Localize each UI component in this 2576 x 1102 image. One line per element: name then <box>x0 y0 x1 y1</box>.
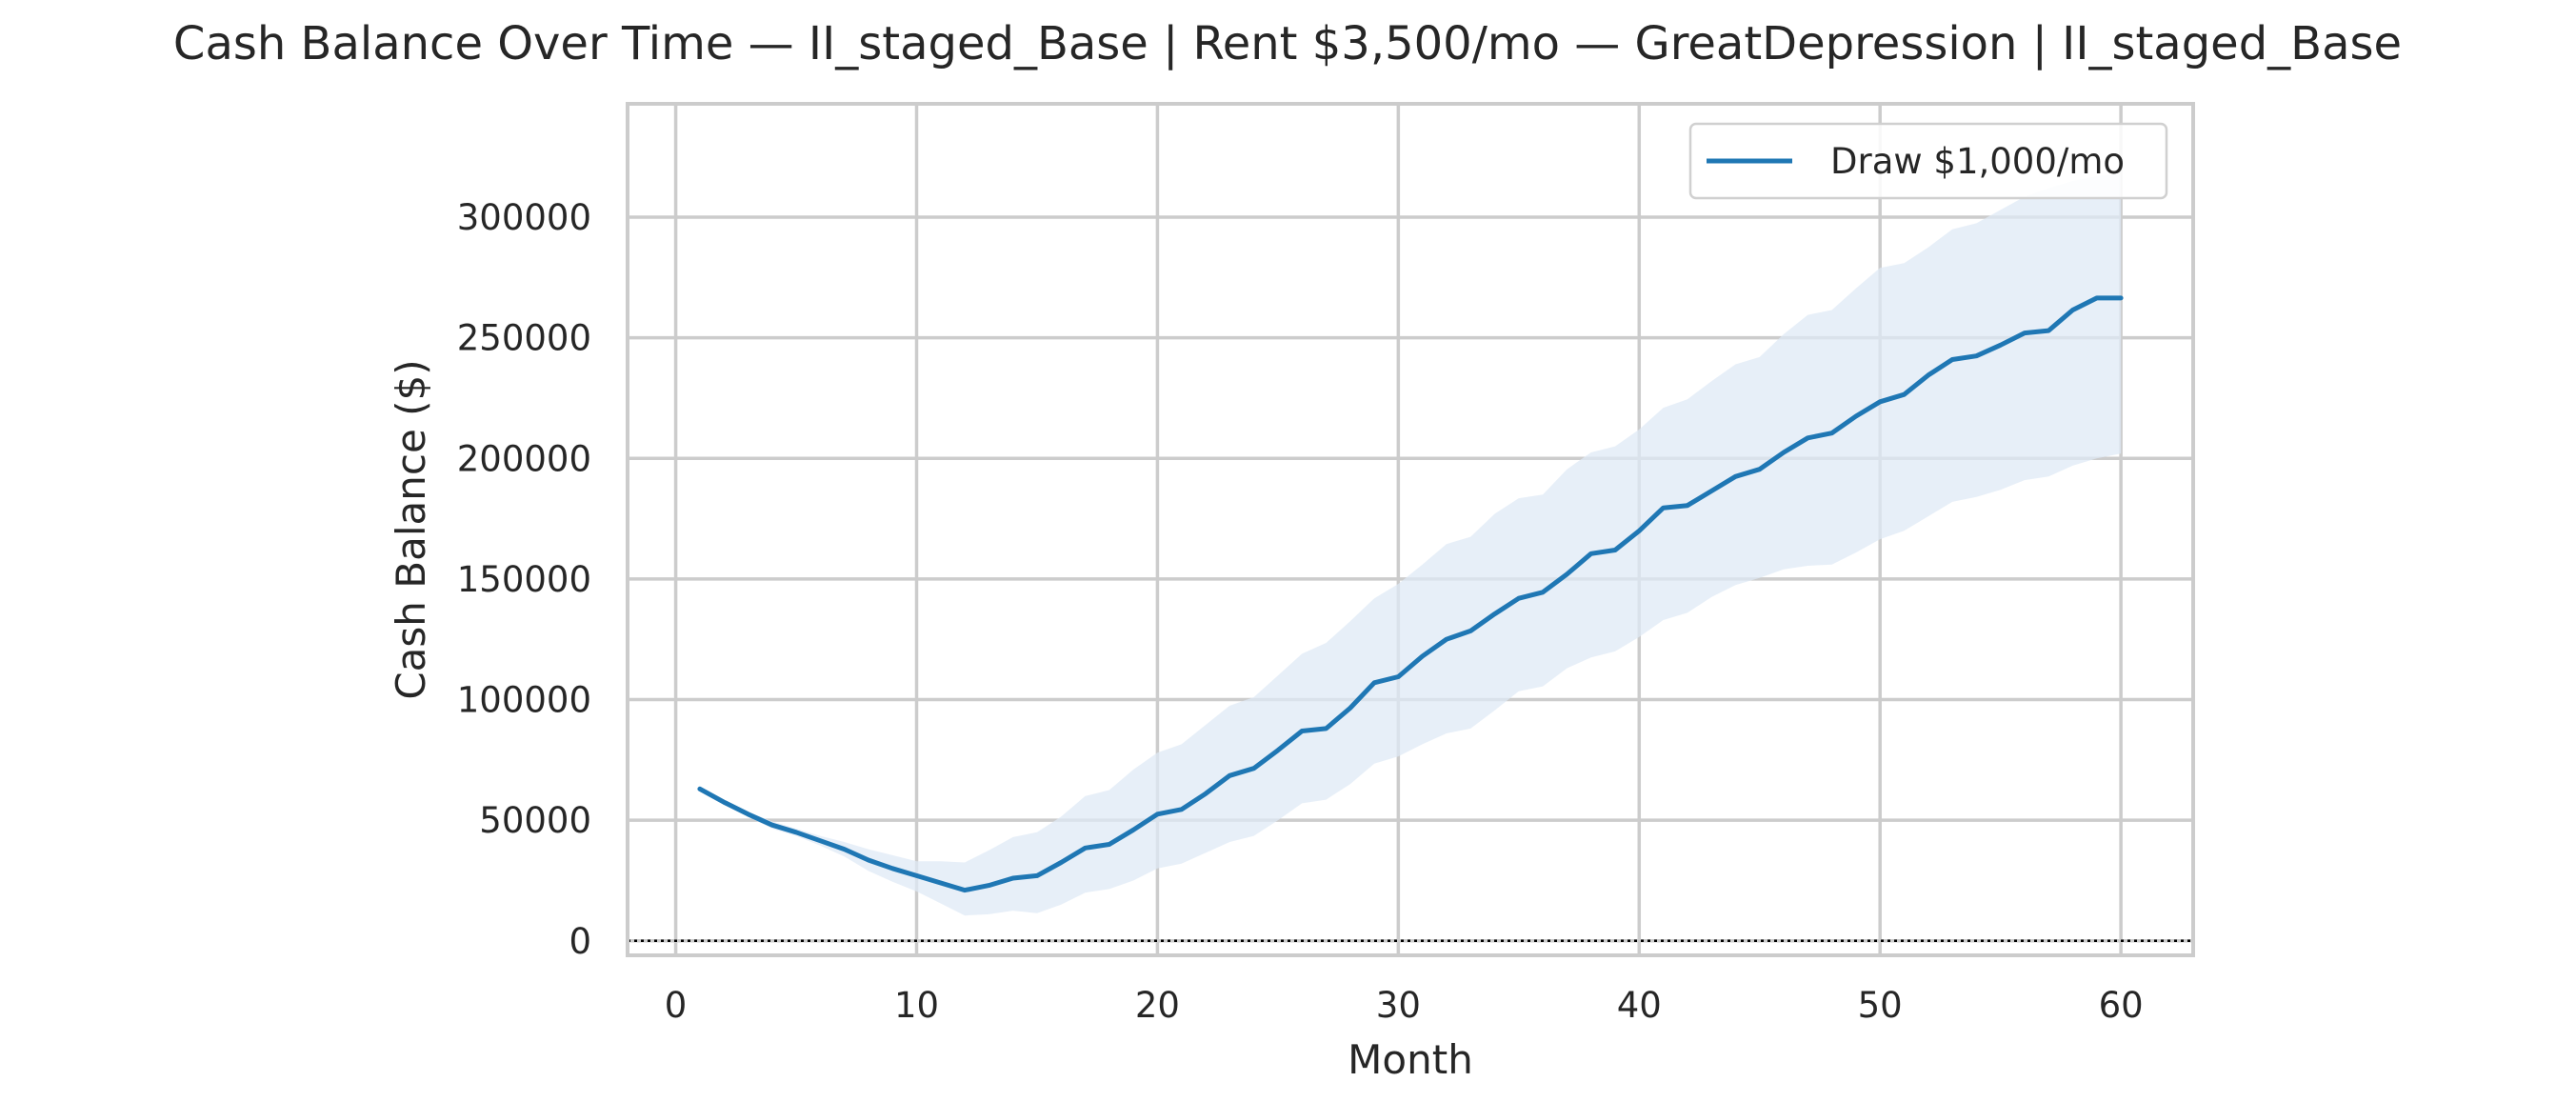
confidence-band <box>699 173 2122 916</box>
x-axis-label: Month <box>1348 1036 1473 1083</box>
series-lines <box>697 295 2124 893</box>
plot-frame <box>626 102 2195 957</box>
y-tick-label: 50000 <box>479 800 591 841</box>
chart-title: Cash Balance Over Time — II_staged_Base … <box>173 17 2402 70</box>
y-tick-label: 150000 <box>457 559 591 600</box>
x-tick-label: 60 <box>2099 985 2144 1026</box>
y-axis-label: Cash Balance ($) <box>388 359 434 699</box>
x-tick-labels: 0 10 20 30 40 50 60 <box>665 985 2144 1026</box>
x-tick-label: 20 <box>1135 985 1180 1026</box>
legend-label-draw: Draw $1,000/mo <box>1830 141 2125 182</box>
y-tick-label: 0 <box>569 921 591 962</box>
y-tick-label: 300000 <box>457 197 591 238</box>
y-tick-label: 250000 <box>457 318 591 359</box>
y-tick-labels: 0 50000 100000 150000 200000 250000 300000 <box>457 197 591 962</box>
y-tick-label: 200000 <box>457 438 591 479</box>
x-tick-label: 50 <box>1858 985 1903 1026</box>
legend: Draw $1,000/mo <box>1688 122 2168 200</box>
legend-box <box>1688 122 2168 200</box>
series-line-draw <box>697 295 2124 893</box>
x-tick-label: 30 <box>1376 985 1421 1026</box>
band-area <box>699 173 2122 916</box>
x-tick-label: 0 <box>665 985 688 1026</box>
x-tick-label: 40 <box>1617 985 1662 1026</box>
y-tick-label: 100000 <box>457 680 591 721</box>
x-tick-label: 10 <box>894 985 939 1026</box>
